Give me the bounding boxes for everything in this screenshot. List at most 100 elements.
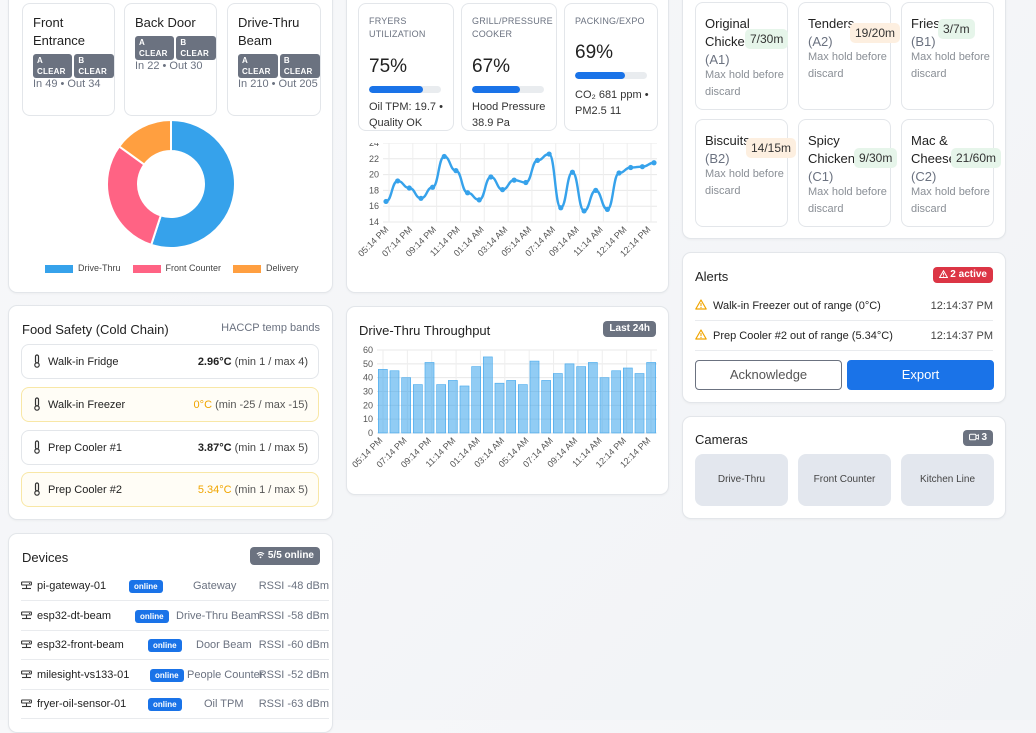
hold-item-code: (C1) — [808, 169, 834, 184]
data-point — [558, 205, 564, 211]
camera-tile-front-counter[interactable]: Front Counter — [798, 454, 891, 506]
hold-time-badge: 19/20m — [850, 23, 901, 43]
device-row[interactable]: fryer-oil-sensor-01 online Oil TPM RSSI -63… — [21, 690, 329, 719]
hold-time-badge: 21/60m — [951, 148, 1002, 168]
hold-item-code: (A1) — [705, 52, 730, 67]
y-tick-label: 10 — [363, 414, 373, 424]
food-safety-card: Food Safety (Cold Chain) HACCP temp band… — [8, 305, 333, 520]
throughput-bar — [471, 366, 481, 434]
alert-row[interactable]: Walk-in Freezer out of range (0°C) 12:14:… — [695, 292, 993, 321]
temp-reading: 5.34°C — [197, 484, 232, 496]
temp-range: (min -25 / max -15) — [215, 399, 308, 411]
hold-item-title: Original Chicken — [705, 16, 752, 49]
device-row[interactable]: esp32-dt-beam online Drive-Thru Beam RSSI -… — [21, 602, 329, 631]
hold-item-card[interactable]: Original Chicken (A1) 7/30m Max hold before… — [695, 2, 789, 110]
hold-item-note: Max hold before discard — [808, 186, 887, 215]
temp-value: 5.34°C (min 1 / max 5) — [198, 484, 308, 496]
online-status-badge: online — [135, 609, 169, 623]
throughput-bar — [401, 377, 412, 434]
y-tick-label: 0 — [368, 428, 373, 438]
device-type: Door Beam — [196, 639, 252, 651]
camera-tile-drive-thru[interactable]: Drive-Thru — [695, 454, 788, 506]
station-detail: Hood Pressure 38.9 Pa — [472, 101, 546, 129]
door-badges: A CLEAR B CLEAR — [33, 54, 114, 78]
alerts-card: Alerts 2 active Walk-in Freezer out of r… — [682, 252, 1006, 403]
station-card-packing[interactable]: PACKING/EXPO 69% CO₂ 681 ppm • PM2.5 11 — [564, 3, 658, 131]
device-row[interactable]: pi-gateway-01 online Gateway RSSI -48 dBm — [21, 572, 329, 601]
card-title: Devices — [22, 550, 69, 565]
y-tick-label: 60 — [363, 345, 373, 355]
temp-range: (min 1 / max 4) — [234, 356, 308, 368]
temp-reading: 2.96°C — [197, 356, 232, 368]
station-utilization: 75% — [369, 56, 408, 77]
station-card-fryers[interactable]: FRYERS UTILIZATION 75% Oil TPM: 19.7 • Q… — [358, 3, 454, 131]
y-tick-label: 24 — [369, 143, 379, 148]
temp-range: (min 1 / max 5) — [234, 442, 308, 454]
y-tick-label: 50 — [363, 359, 373, 369]
hold-item-card[interactable]: Spicy Chicken (C1) 9/30m Max hold before di… — [798, 119, 898, 227]
hold-item-name: Fries (B1) — [911, 15, 965, 51]
device-icon — [21, 669, 32, 684]
temp-row-walk-in-fridge[interactable]: Walk-in Fridge 2.96°C (min 1 / max 4) — [21, 344, 319, 379]
throughput-bar — [564, 363, 575, 434]
door-card-front-entrance[interactable]: Front Entrance A CLEAR B CLEAR In 49 • O… — [22, 3, 115, 116]
hold-times-card: Original Chicken (A1) 7/30m Max hold before… — [682, 0, 1006, 239]
temp-reading: 3.87°C — [197, 442, 232, 454]
sensor-b-badge: B CLEAR — [176, 36, 216, 60]
throughput-bar — [459, 385, 470, 434]
sensor-a-badge: A CLEAR — [135, 36, 175, 60]
door-counts: In 22 • Out 30 — [135, 60, 203, 72]
station-detail: Oil TPM: 19.7 • Quality OK — [369, 101, 443, 129]
throughput-bar — [646, 362, 656, 434]
hold-item-note: Max hold before discard — [911, 186, 990, 215]
export-button[interactable]: Export — [847, 360, 994, 390]
data-point — [406, 185, 412, 191]
station-card-grill[interactable]: GRILL/PRESSURE COOKER 67% Hood Pressure … — [461, 3, 557, 131]
throughput-bar — [541, 380, 551, 434]
data-point — [651, 160, 657, 166]
temp-row-walk-in-freezer[interactable]: Walk-in Freezer 0°C (min -25 / max -15) — [21, 387, 319, 422]
data-point — [616, 170, 622, 176]
hold-item-card[interactable]: Mac & Cheese (C2) 21/60m Max hold before di… — [901, 119, 1002, 227]
device-name: esp32-front-beam — [37, 639, 124, 651]
hold-item-card[interactable]: Tenders (A2) 19/20m Max hold before discard — [798, 2, 901, 110]
alert-row[interactable]: Prep Cooler #2 out of range (5.34°C) 12:1… — [695, 322, 993, 351]
hold-item-code: (B1) — [911, 34, 936, 49]
hold-item-name: Mac & Cheese (C2) — [911, 132, 965, 186]
station-label: PACKING/EXPO — [575, 16, 645, 26]
online-status-badge: online — [150, 668, 184, 682]
hold-item-card[interactable]: Biscuits (B2) 14/15m Max hold before discar… — [695, 119, 797, 227]
throughput-bar — [634, 373, 645, 434]
device-row[interactable]: milesight-vs133-01 online People Counter RS… — [21, 661, 329, 690]
device-row[interactable]: esp32-front-beam online Door Beam RSSI -60 … — [21, 631, 329, 660]
door-card-drive-thru-beam[interactable]: Drive-Thru Beam A CLEAR B CLEAR In 210 •… — [227, 3, 321, 116]
legend-label: Drive-Thru — [78, 263, 121, 273]
door-card-back-door[interactable]: Back Door A CLEAR B CLEAR In 22 • Out 30 — [124, 3, 217, 116]
acknowledge-button[interactable]: Acknowledge — [695, 360, 842, 390]
online-status-badge: online — [148, 698, 182, 711]
temp-row-prep-cooler-1[interactable]: Prep Cooler #1 3.87°C (min 1 / max 5) — [21, 430, 319, 465]
data-point — [464, 190, 471, 196]
wifi-icon — [256, 551, 265, 559]
thermometer-icon — [34, 440, 40, 454]
hold-item-card[interactable]: Fries (B1) 3/7m Max hold before discard — [901, 2, 994, 110]
throughput-bar — [448, 380, 458, 434]
device-rssi: RSSI -58 dBm — [258, 609, 329, 622]
camera-tile-kitchen-line[interactable]: Kitchen Line — [901, 454, 994, 506]
throughput-bar — [389, 370, 400, 434]
legend-swatch — [233, 264, 262, 273]
devices-online-count: 5/5 online — [267, 550, 314, 561]
utilization-bar — [369, 86, 441, 93]
utilization-bar — [575, 72, 647, 79]
device-rssi: RSSI -60 dBm — [258, 639, 329, 651]
door-badges: A CLEAR B CLEAR — [238, 54, 320, 78]
hold-time-badge: 14/15m — [746, 138, 797, 158]
temp-value: 0°C (min -25 / max -15) — [194, 399, 308, 411]
device-name: esp32-dt-beam — [37, 609, 111, 622]
data-point — [488, 174, 494, 180]
temp-row-prep-cooler-2[interactable]: Prep Cooler #2 5.34°C (min 1 / max 5) — [21, 472, 319, 507]
hold-item-name: Original Chicken (A1) — [705, 15, 759, 69]
legend-swatch — [45, 264, 73, 273]
device-name: fryer-oil-sensor-01 — [37, 698, 127, 710]
hold-item-title: Fries — [911, 16, 940, 31]
